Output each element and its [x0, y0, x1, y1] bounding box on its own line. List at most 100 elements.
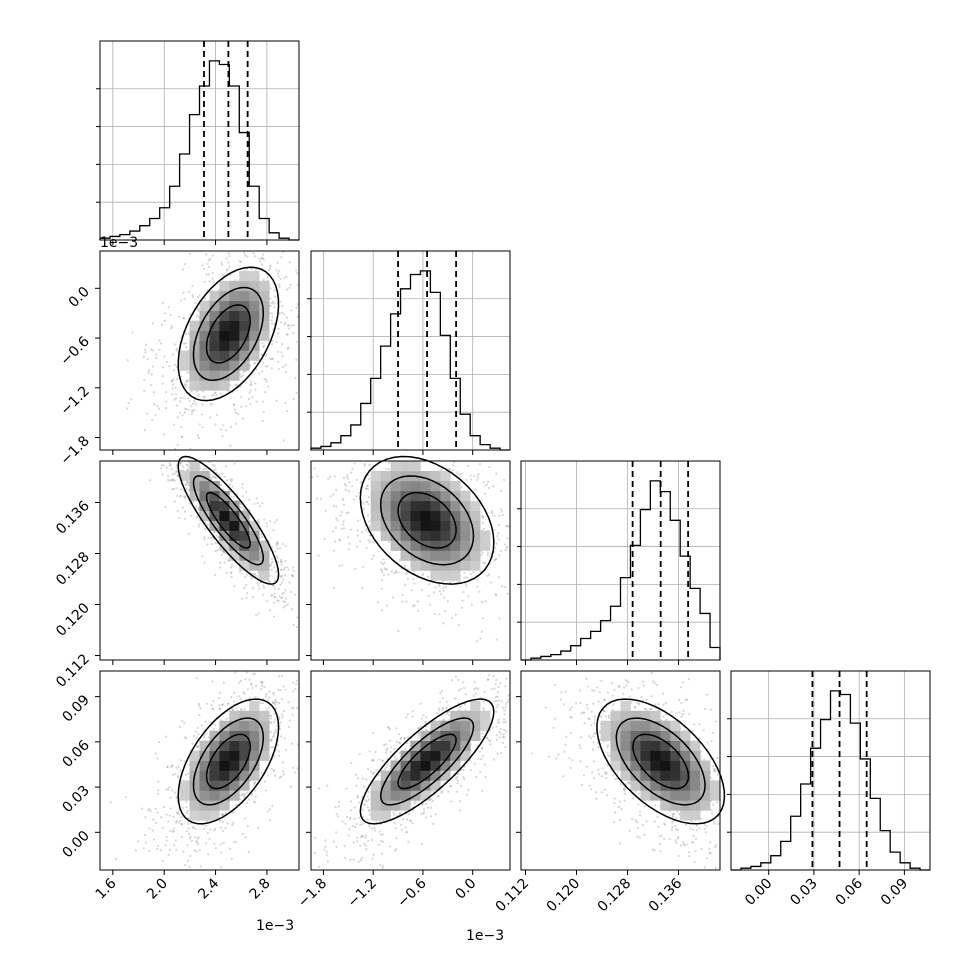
scatter-point: [257, 571, 260, 574]
scatter-point: [271, 546, 274, 549]
density-cell: [259, 330, 270, 341]
scatter-point: [286, 333, 289, 336]
scatter-point: [247, 850, 250, 854]
scatter-point: [230, 696, 233, 699]
density-cell: [410, 770, 421, 781]
scatter-point: [341, 564, 344, 567]
scatter-point: [239, 697, 243, 701]
scatter-point: [225, 465, 228, 468]
scatter-point: [201, 426, 204, 429]
scatter-point: [201, 413, 204, 416]
scatter-point: [398, 741, 402, 744]
density-cell: [219, 760, 230, 771]
scatter-point: [495, 706, 498, 709]
scatter-point: [274, 731, 277, 734]
scatter-point: [569, 766, 572, 770]
scatter-point: [173, 343, 176, 346]
scatter-point: [244, 583, 248, 587]
scatter-point: [628, 695, 631, 698]
scatter-point: [214, 476, 217, 479]
scatter-point: [495, 710, 498, 713]
scatter-point: [186, 397, 190, 400]
scatter-point: [455, 790, 459, 793]
scatter-point: [283, 737, 286, 740]
scatter-point: [250, 577, 253, 580]
scatter-point: [378, 758, 381, 761]
scatter-point: [337, 800, 341, 804]
scatter-point: [223, 561, 226, 564]
scatter-point: [192, 295, 195, 298]
scatter-point: [380, 609, 383, 612]
scatter-point: [682, 709, 685, 712]
scatter-point: [268, 819, 271, 822]
scatter-point: [203, 537, 206, 541]
scatter-point: [462, 768, 465, 772]
y-tick-label: −1.2: [57, 383, 92, 418]
scatter-point: [186, 844, 189, 847]
scatter-point: [294, 688, 297, 691]
scatter-point: [261, 682, 264, 685]
density-cell: [410, 480, 421, 492]
density-cell: [219, 370, 230, 381]
scatter-point: [563, 750, 566, 753]
scatter-point: [602, 709, 606, 713]
scatter-point: [638, 814, 642, 817]
panel-3-2: 0.112 0.120 0.128 0.136: [493, 670, 726, 915]
density-cell: [209, 370, 220, 381]
scatter-point: [417, 609, 420, 612]
scatter-point: [206, 523, 209, 526]
scatter-point: [636, 827, 639, 830]
scatter-point: [176, 404, 179, 407]
density-cell: [440, 480, 451, 492]
scatter-point: [680, 686, 683, 689]
scatter-point: [190, 514, 193, 517]
density-cell: [219, 770, 230, 781]
scatter-point: [295, 306, 298, 309]
scatter-point: [169, 796, 172, 799]
scatter-point: [177, 765, 180, 768]
scatter-point: [381, 563, 384, 566]
scatter-point: [225, 717, 228, 720]
scatter-point: [454, 613, 457, 616]
scatter-point: [215, 471, 218, 474]
density-cell: [430, 500, 441, 512]
density-cell: [370, 480, 381, 492]
scatter-point: [613, 688, 616, 692]
scatter-point: [283, 566, 286, 569]
scatter-point: [402, 818, 405, 821]
scatter-point: [190, 413, 193, 416]
scatter-point: [269, 721, 272, 724]
scatter-point: [233, 462, 236, 465]
scatter-point: [175, 795, 178, 798]
scatter-point: [505, 524, 508, 528]
scatter-point: [229, 444, 232, 447]
scatter-point: [280, 713, 284, 716]
scatter-point: [698, 723, 701, 726]
scatter-point: [242, 691, 245, 694]
density-cell: [430, 490, 441, 502]
scatter-point: [507, 698, 510, 701]
scatter-point: [168, 462, 171, 465]
scatter-point: [334, 540, 337, 543]
scatter-point: [192, 402, 195, 405]
scatter-point: [363, 785, 366, 788]
density-cell: [199, 320, 210, 331]
scatter-point: [270, 312, 274, 315]
scatter-point: [268, 549, 272, 552]
scatter-point: [282, 591, 285, 595]
scatter-point: [171, 488, 174, 491]
scatter-point: [177, 474, 180, 478]
panel-frame: [99, 460, 300, 661]
scatter-point: [282, 251, 285, 254]
scatter-point: [449, 581, 452, 584]
density-cell: [249, 330, 260, 341]
scatter-point: [232, 404, 236, 407]
scatter-point: [488, 739, 491, 742]
scatter-point: [185, 463, 188, 466]
scatter-point: [257, 612, 260, 615]
density-cell: [440, 530, 451, 541]
scatter-point: [165, 788, 168, 791]
scatter-point: [290, 707, 293, 710]
scatter-point: [341, 820, 344, 823]
scatter-point: [504, 685, 507, 688]
